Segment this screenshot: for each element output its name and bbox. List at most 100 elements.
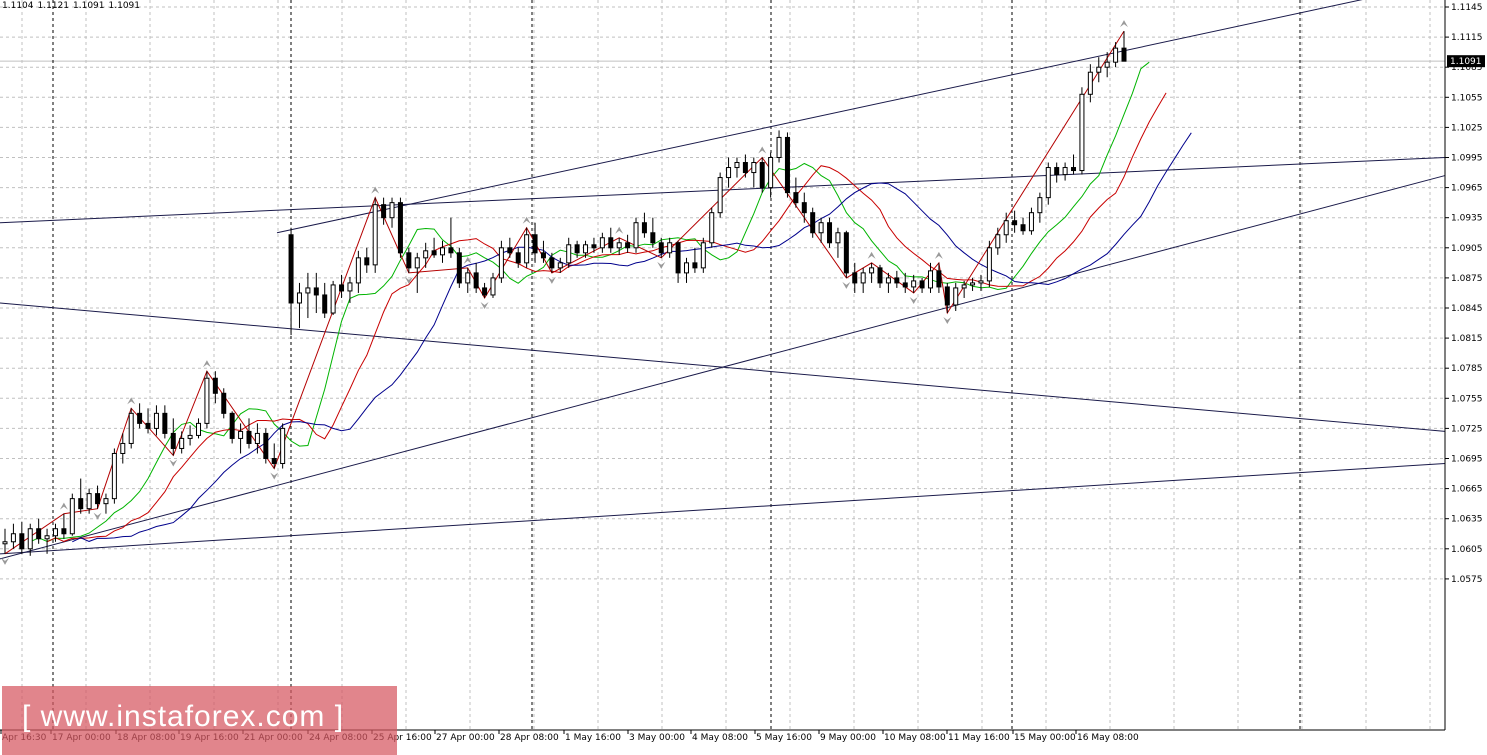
candle-bear: [1012, 220, 1018, 226]
x-tick-label: 9 May 00:00: [820, 733, 876, 743]
candle-bear: [793, 192, 799, 204]
candle-bull: [970, 282, 976, 286]
y-tick-label: 1.1115: [1451, 33, 1483, 43]
y-tick-label: 1.0905: [1451, 244, 1483, 254]
candle-bear: [507, 247, 513, 254]
candle-bull: [389, 202, 395, 219]
candle-bull: [10, 533, 16, 543]
x-tick-label: 25 Apr 16:00: [373, 733, 432, 743]
x-tick-label: 27 Apr 00:00: [436, 733, 495, 743]
candle-bear: [784, 136, 790, 194]
grid: [0, 0, 1445, 730]
candle-bear: [902, 282, 908, 288]
candle-bull: [835, 232, 841, 244]
current-price-tag: 1.1091: [1447, 55, 1485, 68]
fractal-down-icon: [842, 281, 851, 289]
candle-bull: [768, 157, 774, 189]
fractal-up-icon: [867, 251, 876, 259]
trendline-lower-support: [0, 463, 1446, 555]
candle-bull: [196, 422, 202, 436]
candle-bull: [1028, 212, 1034, 232]
y-tick-label: 1.0875: [1451, 274, 1483, 284]
fractal-up-icon: [934, 251, 943, 259]
candle-bear: [1121, 47, 1127, 62]
candle-bear: [246, 430, 252, 444]
candle-bull: [599, 237, 605, 249]
candle-bull: [1096, 66, 1102, 73]
fractal-down-icon: [657, 261, 666, 269]
candle-bull: [465, 272, 471, 284]
candle-bull: [1079, 93, 1085, 172]
ma-slow-line: [72, 132, 1192, 543]
candle-bull: [927, 270, 933, 289]
x-tick-label: 5 May 16:00: [756, 733, 812, 743]
ohlc-high: 1.1121: [37, 1, 70, 11]
candle-bear: [641, 222, 647, 234]
candle-bear: [397, 202, 403, 254]
candle-bear: [36, 528, 42, 540]
candle-bull: [869, 267, 875, 274]
y-tick-label: 1.0815: [1451, 334, 1483, 344]
candle-bear: [877, 267, 883, 284]
candle-bull: [414, 257, 420, 269]
candle-bear: [801, 202, 807, 214]
y-tick-label: 1.1145: [1451, 3, 1483, 13]
candle-bear: [532, 234, 538, 254]
candle-bull: [1104, 61, 1110, 68]
candle-bear: [482, 287, 488, 296]
candle-bear: [1071, 167, 1077, 172]
candle-bear: [810, 212, 816, 234]
candle-bull: [254, 432, 260, 444]
x-tick-label: 10 May 08:00: [884, 733, 946, 743]
candle-bear: [1054, 167, 1060, 176]
candle-bear: [271, 458, 277, 465]
candle-bull: [423, 250, 429, 259]
y-tick-label: 1.0635: [1451, 515, 1483, 525]
candle-bull: [633, 222, 639, 249]
ma-fast-line: [29, 61, 1150, 543]
candle-bull: [305, 287, 311, 294]
trendline-channel-support: [0, 175, 1446, 560]
candle-bear: [364, 257, 370, 266]
y-tick-label: 1.0785: [1451, 364, 1483, 374]
candle-bull: [179, 437, 185, 449]
fractal-down-icon: [270, 472, 279, 480]
candle-bull: [238, 430, 244, 439]
candle-bull: [27, 528, 33, 550]
candle-bull: [709, 212, 715, 244]
candle-bear: [288, 234, 294, 304]
fractal-down-icon: [943, 317, 952, 325]
x-tick-label: 15 May 00:00: [1014, 733, 1076, 743]
candle-bear: [263, 432, 269, 459]
fractal-down-icon: [1, 557, 9, 565]
y-tick-label: 1.0935: [1451, 214, 1483, 224]
candle-bull: [961, 284, 967, 289]
x-tick-label: 11 May 16:00: [948, 733, 1010, 743]
candles: [2, 31, 1127, 556]
candle-bear: [944, 286, 950, 306]
candle-bull: [885, 277, 891, 284]
candle-bull: [296, 292, 302, 304]
moving-averages: [29, 61, 1192, 543]
candle-bear: [381, 204, 387, 219]
candle-bull: [726, 167, 732, 179]
candle-bear: [162, 412, 168, 434]
candle-bull: [818, 222, 824, 234]
candle-bear: [212, 377, 218, 394]
fractal-down-icon: [909, 296, 918, 304]
candle-bull: [111, 452, 117, 500]
candle-bear: [827, 222, 833, 244]
current-price-tag-bg: [1447, 55, 1485, 68]
candle-bull: [355, 257, 361, 284]
candle-bear: [625, 242, 631, 249]
candle-bull: [986, 247, 992, 282]
candle-bull: [103, 498, 109, 505]
candle-bear: [692, 262, 698, 269]
fractal-up-icon: [59, 502, 68, 510]
candle-bull: [953, 287, 959, 306]
candle-bull: [2, 541, 8, 545]
candle-bull: [490, 277, 496, 296]
candle-bear: [658, 242, 664, 254]
y-tick-label: 1.0755: [1451, 394, 1483, 404]
